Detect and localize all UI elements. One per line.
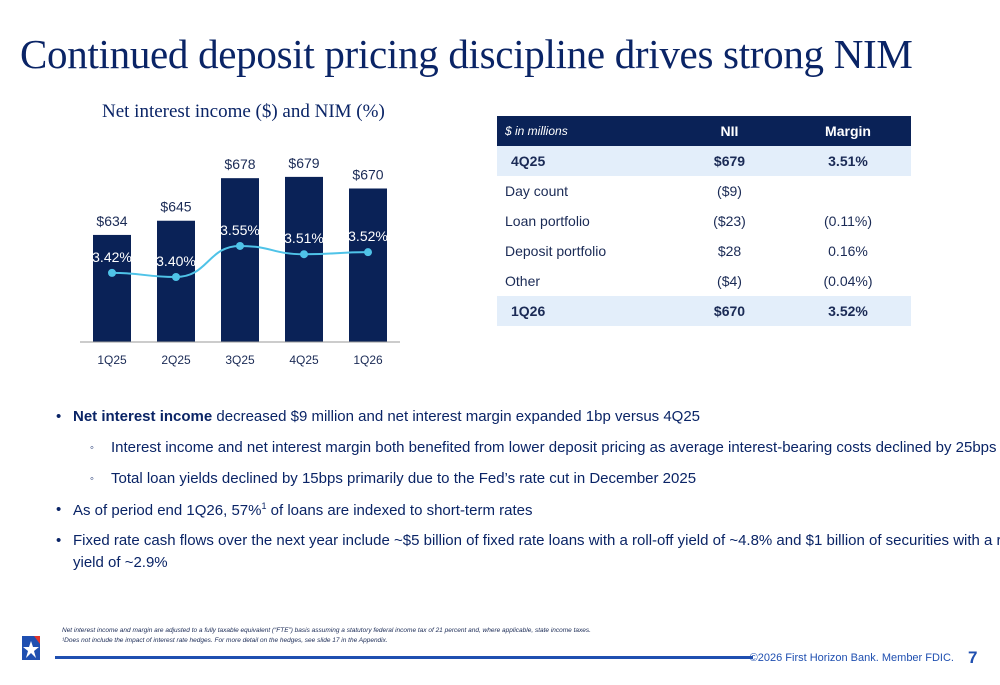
page-number: 7 <box>968 648 978 667</box>
table-row: 1Q26 $670 3.52% <box>497 296 911 326</box>
nim-point <box>364 248 372 257</box>
nim-point <box>300 250 308 259</box>
nim-point <box>172 273 180 281</box>
subbullet-text: Interest income and net interest margin … <box>111 439 997 456</box>
page-title: Continued deposit pricing discipline dri… <box>20 31 913 77</box>
bullet-bold: Net interest income <box>73 408 213 425</box>
footnote-ref: 1 <box>261 501 267 511</box>
footer-rule <box>55 656 753 659</box>
cell-label: Deposit portfolio <box>505 243 607 259</box>
cell-label: 4Q25 <box>497 146 674 176</box>
x-tick-label: 1Q25 <box>97 353 127 367</box>
bar-value-label: $634 <box>96 213 127 229</box>
bullet-text: decreased $9 million and net interest ma… <box>212 408 701 425</box>
copyright: ©2026 First Horizon Bank. Member FDIC. <box>749 652 954 664</box>
table-row: Loan portfolio ($23) (0.11%) <box>497 206 911 236</box>
bar-value-label: $678 <box>224 156 255 172</box>
bullet-text: yield of ~2.9% <box>73 554 168 571</box>
nim-value-label: 3.55% <box>220 222 260 238</box>
x-tick-label: 2Q25 <box>161 353 191 367</box>
cell-nii: ($4) <box>717 273 742 289</box>
bullet-text: of loans are indexed to short-term rates <box>266 502 533 519</box>
nim-value-label: 3.42% <box>92 249 132 265</box>
cell-nii: ($23) <box>713 213 746 229</box>
table-row: Deposit portfolio $28 0.16% <box>497 236 911 266</box>
nim-point <box>236 241 244 250</box>
bar-value-label: $645 <box>160 199 191 215</box>
cell-margin: (0.11%) <box>824 213 872 229</box>
x-tick-label: 1Q26 <box>353 353 383 367</box>
cell-label: Loan portfolio <box>505 213 590 229</box>
cell-nii: $679 <box>674 146 785 176</box>
cell-nii: $670 <box>674 296 785 326</box>
first-horizon-logo <box>22 636 40 660</box>
cell-label: Day count <box>505 183 569 199</box>
cell-margin <box>785 176 911 206</box>
bar <box>221 178 259 342</box>
table-row: Day count ($9) <box>497 176 911 206</box>
nii-bridge-table: $ in millions NII Margin 4Q25 $679 3.51% Da… <box>497 116 911 326</box>
header-margin: Margin <box>785 116 911 146</box>
nim-value-label: 3.40% <box>156 253 196 269</box>
table-row: 4Q25 $679 3.51% <box>497 146 911 176</box>
nii-nim-chart: $634 1Q25 $645 2Q25 $678 3Q25 $679 4Q25 $670 1Q26… <box>80 155 400 367</box>
nim-value-label: 3.51% <box>284 230 324 246</box>
x-tick-label: 3Q25 <box>225 353 255 367</box>
cell-margin: 3.52% <box>785 296 911 326</box>
table-row: Other ($4) (0.04%) <box>497 266 911 296</box>
header-units: $ in millions <box>497 116 674 146</box>
nim-point <box>108 268 116 277</box>
cell-label: 1Q26 <box>497 296 674 326</box>
bullet-text: Fixed rate cash flows over the next year… <box>73 532 1000 549</box>
cell-nii: ($9) <box>717 183 742 199</box>
cell-margin: 3.51% <box>785 146 911 176</box>
cell-margin: 0.16% <box>828 243 868 259</box>
bar <box>93 234 131 342</box>
bullet-text: As of period end 1Q26, 57% <box>73 502 262 519</box>
cell-margin: (0.04%) <box>823 273 873 289</box>
bar <box>349 188 387 342</box>
cell-label: Other <box>505 273 541 289</box>
chart-subtitle: Net interest income ($) and NIM (%) <box>102 101 385 122</box>
table-header: $ in millions NII Margin <box>497 116 911 146</box>
footnote-hedges: ¹Does not include the impact of interest… <box>62 637 388 644</box>
bar-value-label: $679 <box>288 155 319 171</box>
header-nii: NII <box>674 116 785 146</box>
bar <box>285 176 323 342</box>
bar <box>157 220 195 342</box>
x-tick-label: 4Q25 <box>289 353 319 367</box>
cell-nii: $28 <box>717 243 742 259</box>
bar-value-label: $670 <box>352 166 383 182</box>
nim-value-label: 3.52% <box>348 228 388 244</box>
footnote-fte: Net interest income and margin are adjus… <box>62 627 591 634</box>
subbullet-text: Total loan yields declined by 15bps prim… <box>111 470 697 487</box>
